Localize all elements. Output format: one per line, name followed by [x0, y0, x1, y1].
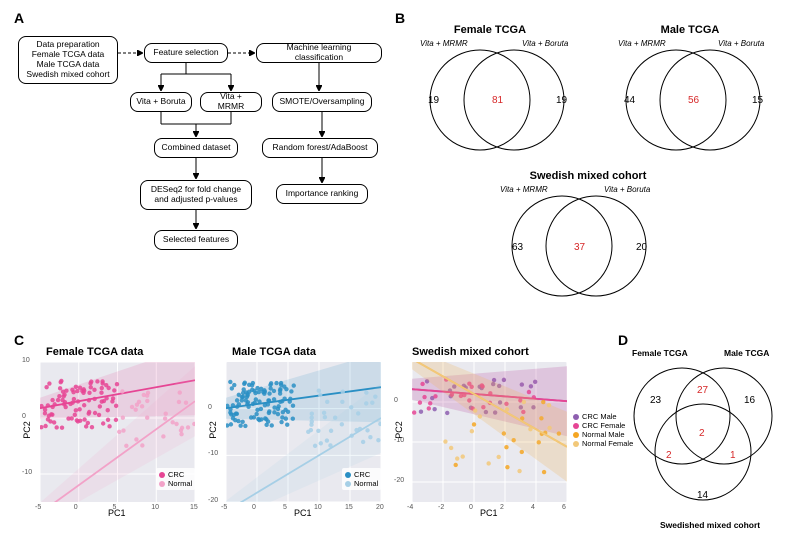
vennD-ab: 27	[697, 385, 708, 396]
scatter-swedish-xlabel: PC1	[480, 508, 498, 518]
scatter-male-title: Male TCGA data	[232, 346, 316, 358]
scatter-male-xlabel: PC1	[294, 508, 312, 518]
legend-female: CRC Normal	[156, 468, 195, 490]
vennD-c-only: 14	[697, 490, 708, 501]
venn-male-left: 44	[624, 95, 635, 106]
venn-male-overlap: 56	[688, 95, 699, 106]
legend-male: CRC Normal	[342, 468, 381, 490]
legend-swedish-0: CRC Male	[582, 412, 617, 421]
venn-male-title: Male TCGA	[630, 24, 750, 36]
venn-male-right: 15	[752, 95, 763, 106]
vennD-a-only: 23	[650, 395, 661, 406]
scatter-female-ylabel: PC2	[22, 421, 32, 439]
flow-arrows	[0, 0, 400, 270]
scatter-female-xlabel: PC1	[108, 508, 126, 518]
scatter-male-ylabel: PC2	[208, 421, 218, 439]
venn-swedish-right: 20	[636, 242, 647, 253]
vennD-ac: 2	[666, 450, 672, 461]
legend-male-crc: CRC	[354, 470, 370, 479]
venn-female-right: 19	[556, 95, 567, 106]
venn-swedish-title: Swedish mixed cohort	[498, 170, 678, 182]
scatter-swedish-title: Swedish mixed cohort	[412, 346, 529, 358]
legend-female-crc: CRC	[168, 470, 184, 479]
venn-swedish-overlap: 37	[574, 242, 585, 253]
venn-swedish-left: 63	[512, 242, 523, 253]
vennD-abc: 2	[699, 428, 705, 439]
legend-female-normal: Normal	[168, 479, 192, 488]
vennD-b-only: 16	[744, 395, 755, 406]
scatter-swedish	[412, 362, 567, 502]
legend-swedish-2: Normal Male	[582, 430, 625, 439]
legend-male-normal: Normal	[354, 479, 378, 488]
venn-female-overlap: 81	[492, 95, 503, 106]
panel-label-c: C	[14, 332, 24, 348]
venn-female-title: Female TCGA	[430, 24, 550, 36]
panel-label-d: D	[618, 332, 628, 348]
legend-swedish-1: CRC Female	[582, 421, 625, 430]
venn-female-left: 19	[428, 95, 439, 106]
scatter-female-title: Female TCGA data	[46, 346, 143, 358]
vennD-bc: 1	[730, 450, 736, 461]
